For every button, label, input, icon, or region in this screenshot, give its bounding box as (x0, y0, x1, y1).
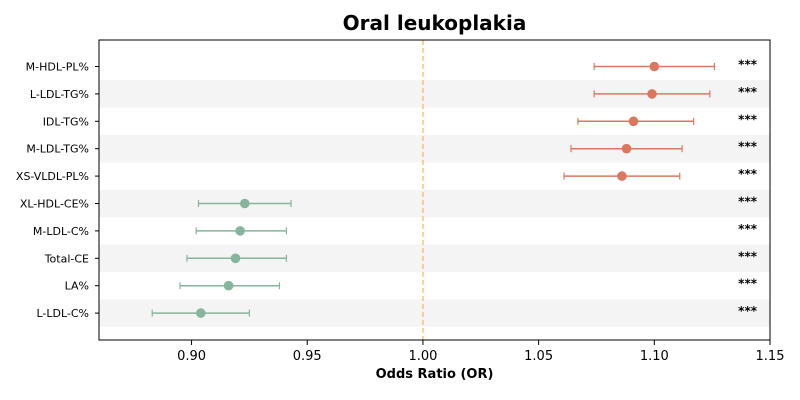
significance-label: *** (738, 112, 758, 126)
x-tick-label: 1.05 (524, 349, 553, 364)
significance-label: *** (738, 195, 758, 209)
plot-frame (98, 39, 771, 341)
or-point (621, 143, 632, 154)
or-point (230, 253, 241, 264)
significance-label: *** (738, 277, 758, 291)
significance-label: *** (738, 304, 758, 318)
y-tick-label: M-LDL-TG% (26, 143, 89, 156)
or-point (196, 308, 206, 318)
significance-label: *** (738, 167, 758, 181)
or-point (628, 116, 639, 127)
y-tick-label: XL-HDL-CE% (20, 198, 89, 211)
x-tick-label: 1.15 (756, 349, 785, 364)
y-tick-label: M-HDL-PL% (26, 61, 89, 74)
or-point (239, 198, 250, 209)
x-tick-label: 0.95 (293, 349, 322, 364)
y-tick-label: M-LDL-C% (33, 225, 89, 238)
significance-label: *** (738, 85, 758, 99)
significance-label: *** (738, 249, 758, 263)
significance-label: *** (738, 140, 758, 154)
x-tick-label: 1.10 (640, 349, 669, 364)
y-tick-label: Total-CE (44, 252, 89, 265)
chart-title: Oral leukoplakia (342, 11, 527, 35)
y-tick-label: XS-VLDL-PL% (16, 170, 89, 183)
x-axis-label: Odds Ratio (OR) (375, 367, 494, 382)
y-tick-label: LA% (65, 280, 89, 293)
significance-label: *** (738, 222, 758, 236)
or-point (235, 226, 245, 236)
or-point (647, 89, 657, 99)
y-tick-label: L-LDL-TG% (30, 88, 89, 101)
x-tick-label: 1.00 (408, 349, 437, 364)
or-point (617, 171, 627, 181)
or-point (223, 280, 234, 291)
y-tick-label: L-LDL-C% (36, 307, 89, 320)
or-point (649, 61, 660, 72)
x-tick-label: 0.90 (177, 349, 206, 364)
significance-label: *** (738, 58, 758, 72)
y-tick-label: IDL-TG% (43, 115, 89, 128)
